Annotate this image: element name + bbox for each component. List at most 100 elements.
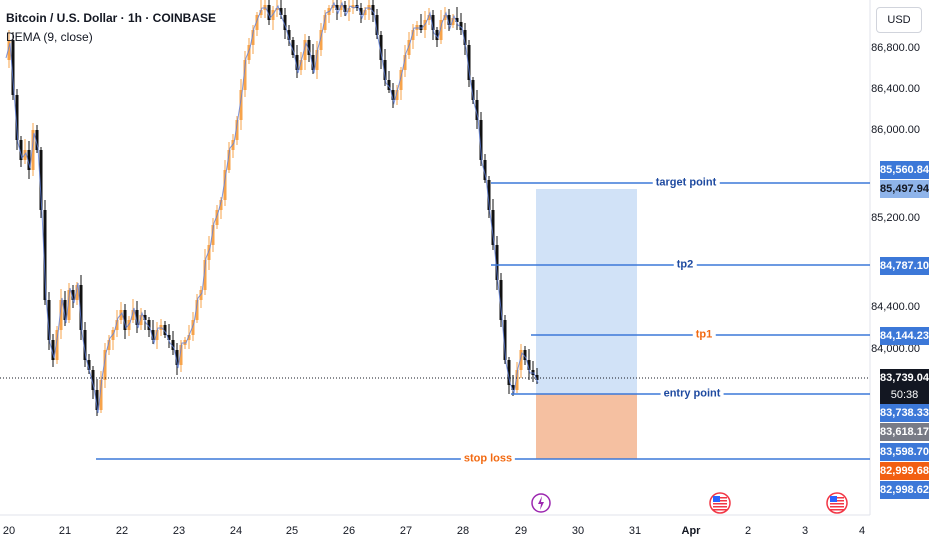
flag-stripe [713, 509, 727, 511]
candle-body [463, 30, 467, 45]
risk-zone [536, 394, 637, 459]
candle-body [291, 40, 295, 55]
candle-body [151, 330, 155, 340]
candle-body [87, 360, 91, 370]
time-label: 31 [628, 525, 642, 537]
candle-body [351, 5, 355, 8]
price-tick: 86,800.00 [871, 42, 920, 54]
flag-stripe [713, 506, 727, 508]
candle-body [347, 8, 351, 12]
time-label: 25 [285, 525, 299, 537]
candle-body [475, 100, 479, 120]
candle-body [379, 35, 383, 60]
price-tick: 86,000.00 [871, 124, 920, 136]
time-label: 21 [58, 525, 72, 537]
candle-body [207, 245, 211, 260]
time-label: 24 [229, 525, 243, 537]
candle-body [519, 350, 523, 370]
candle-body [375, 15, 379, 35]
candle-body [527, 360, 531, 370]
time-label: 22 [115, 525, 129, 537]
currency-button[interactable]: USD [876, 7, 922, 33]
price-tick: 86,400.00 [871, 83, 920, 95]
candle-body [283, 15, 287, 30]
candle-body [175, 350, 179, 365]
price-tick: 84,400.00 [871, 301, 920, 313]
price-badge: 82,999.68 [880, 462, 929, 480]
symbol-title[interactable]: Bitcoin / U.S. Dollar · 1h · COINBASE [6, 11, 217, 25]
last-price-badge: 83,739.04 [880, 369, 929, 387]
candle-body [215, 210, 219, 225]
candle-body [11, 40, 15, 95]
tp2-label[interactable]: tp2 [673, 258, 697, 272]
entry-point-label[interactable]: entry point [660, 387, 724, 401]
price-badge: 84,144.23 [880, 327, 929, 345]
target-point-label[interactable]: target point [652, 176, 720, 190]
candle-body [239, 90, 243, 120]
candle-body [371, 5, 375, 15]
time-label: 4 [858, 525, 866, 537]
candle-body [15, 95, 19, 140]
time-label: 2 [744, 525, 752, 537]
candle-body [307, 40, 311, 55]
candle-body [447, 15, 451, 25]
candle-body [279, 8, 283, 15]
candle-body [515, 370, 519, 390]
candle-body [139, 315, 143, 325]
candle-body [203, 260, 207, 290]
candle-body [75, 285, 79, 300]
candle-body [499, 280, 503, 320]
candle-body [435, 30, 439, 40]
price-tick: 84,000.00 [871, 343, 920, 355]
candle-body [7, 40, 11, 60]
candle-body [135, 310, 139, 325]
candle-body [171, 340, 175, 350]
candle-body [311, 55, 315, 70]
candle-body [403, 55, 407, 70]
candle-body [343, 5, 347, 12]
time-label: 26 [342, 525, 356, 537]
candle-body [267, 5, 271, 20]
indicator-label[interactable]: DEMA (9, close) [6, 30, 93, 44]
price-badge: 84,787.10 [880, 257, 929, 275]
tp1-label[interactable]: tp1 [692, 328, 716, 342]
time-label: 27 [399, 525, 413, 537]
flag-stripe [713, 503, 727, 505]
candle-body [479, 120, 483, 160]
candle-body [55, 330, 59, 360]
time-label: 3 [801, 525, 809, 537]
candle-body [59, 300, 63, 330]
candle-body [295, 55, 299, 70]
candle-body [179, 345, 183, 365]
candle-body [255, 15, 259, 30]
flag-stripe [830, 506, 844, 508]
candle-body [411, 30, 415, 40]
time-label: 29 [514, 525, 528, 537]
candle-body [167, 335, 171, 340]
candle-body [123, 310, 127, 330]
candle-body [227, 150, 231, 170]
stop-loss-label[interactable]: stop loss [460, 452, 516, 466]
candle-body [79, 285, 83, 330]
flag-canton [713, 496, 720, 502]
candle-body [287, 30, 291, 40]
reward-zone [536, 189, 637, 394]
candle-body [467, 45, 471, 80]
candle-body [103, 350, 107, 380]
candle-body [163, 325, 167, 335]
candle-body [131, 310, 135, 320]
candle-body [35, 130, 39, 150]
candle-body [83, 330, 87, 360]
candle-body [451, 18, 455, 25]
candle-body [91, 370, 95, 390]
candle-body [383, 60, 387, 80]
candle-body [251, 30, 255, 45]
candle-body [95, 390, 99, 410]
time-label: 30 [571, 525, 585, 537]
flag-stripe [830, 509, 844, 511]
candle-body [407, 40, 411, 55]
candle-body [399, 70, 403, 90]
candle-body [155, 330, 159, 340]
dema-line [5, 1, 539, 414]
